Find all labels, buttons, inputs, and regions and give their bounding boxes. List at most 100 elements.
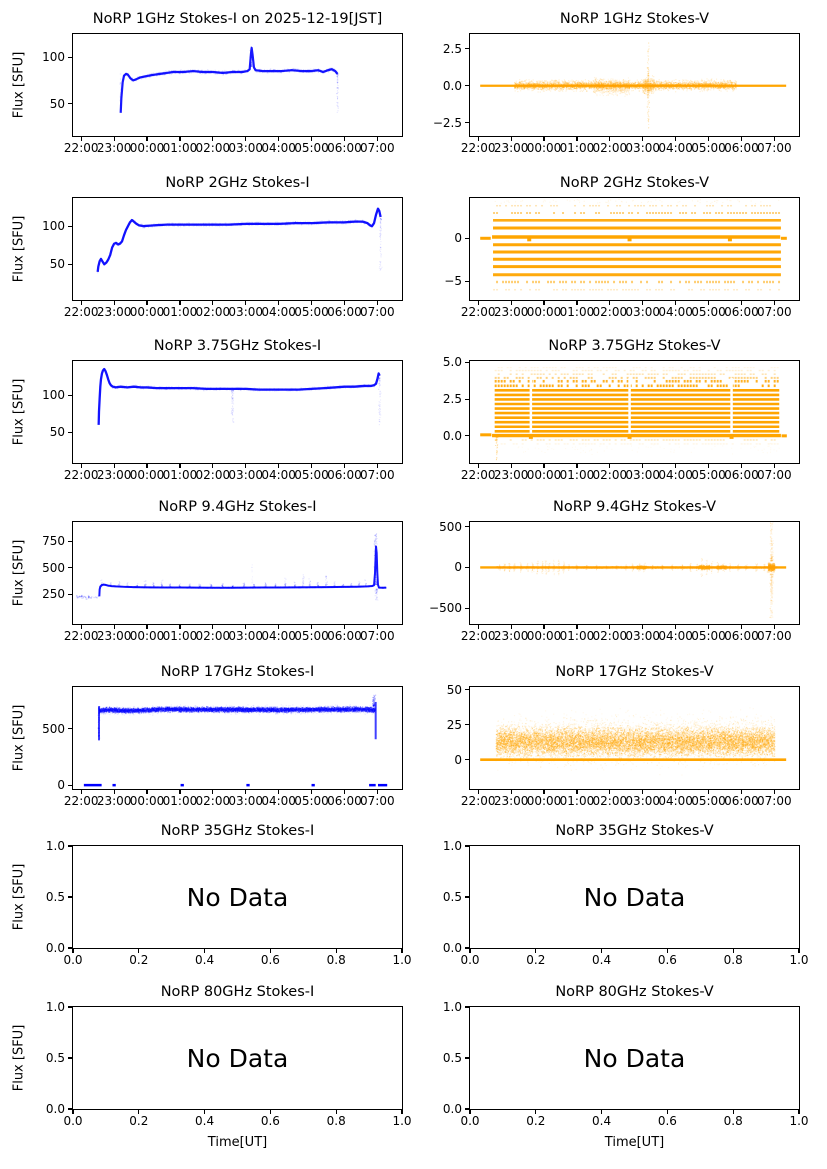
x-tick-label: 1.0 — [392, 953, 412, 967]
x-tick-label: 07:00 — [360, 629, 395, 643]
x-tick-mark — [310, 790, 313, 794]
x-tick-label: 03:00 — [625, 794, 661, 808]
x-tick-label: 00:00 — [129, 141, 165, 155]
y-tick-mark — [68, 540, 72, 542]
x-tick-mark — [179, 464, 181, 468]
x-tick-mark — [278, 464, 280, 468]
plot-area-norp-3-75ghz-stokes-i — [72, 360, 403, 464]
y-tick-label: 1.0 — [442, 1000, 462, 1014]
x-tick-mark — [732, 1110, 734, 1114]
x-tick-mark — [740, 137, 742, 141]
plot-canvas-norp-9-4ghz-stokes-i — [73, 522, 402, 624]
x-tick-label: 0.0 — [460, 1114, 480, 1128]
x-tick-label: 0.8 — [326, 1114, 346, 1128]
y-tick-label: 25 — [446, 717, 462, 732]
x-tick-mark — [245, 137, 247, 141]
x-tick-label: 06:00 — [724, 629, 759, 643]
y-tick-mark — [465, 280, 469, 282]
y-tick-label: 250 — [42, 587, 65, 602]
x-tick-mark — [376, 790, 378, 794]
x-tick-mark — [642, 790, 644, 794]
x-tick-mark — [113, 301, 115, 305]
x-tick-mark — [642, 137, 644, 141]
x-tick-label: 03:00 — [625, 468, 661, 482]
x-tick-label: 07:00 — [360, 468, 395, 482]
x-tick-label: 22:00 — [460, 141, 496, 155]
x-tick-label: 0.4 — [195, 953, 215, 967]
plot-area-norp-1ghz-stokes-i-on-2025-12-19-jst — [72, 33, 403, 137]
x-tick-label: 01:00 — [559, 468, 595, 482]
x-tick-label: 0.6 — [260, 1114, 280, 1128]
x-tick-mark — [666, 949, 668, 953]
plot-title-norp-35ghz-stokes-i: NoRP 35GHz Stokes-I — [160, 823, 315, 839]
x-tick-label: 00:00 — [129, 794, 165, 808]
x-tick-mark — [675, 790, 677, 794]
y-tick-mark — [465, 759, 469, 761]
y-tick-label: 0.0 — [442, 1102, 462, 1116]
x-tick-mark — [146, 301, 148, 305]
plot-area-norp-9-4ghz-stokes-i — [72, 521, 403, 625]
x-tick-label: 0.6 — [260, 953, 280, 967]
x-tick-mark — [310, 625, 313, 629]
plot-title-norp-17ghz-stokes-i: NoRP 17GHz Stokes-I — [160, 664, 315, 680]
y-tick-mark — [68, 896, 72, 898]
x-tick-mark — [212, 137, 214, 141]
y-tick-mark — [68, 593, 72, 595]
x-tick-mark — [343, 790, 345, 794]
x-tick-mark — [510, 137, 512, 141]
x-tick-mark — [179, 137, 181, 141]
x-tick-label: 05:00 — [294, 468, 329, 482]
x-tick-mark — [278, 625, 280, 629]
x-tick-mark — [80, 790, 82, 794]
x-tick-label: 06:00 — [327, 305, 362, 319]
x-tick-mark — [543, 137, 545, 141]
y-tick-label: 0.0 — [45, 941, 65, 955]
x-tick-mark — [477, 625, 479, 629]
y-tick-mark — [68, 431, 72, 433]
x-tick-label: 05:00 — [294, 141, 329, 155]
x-tick-label: 23:00 — [96, 629, 132, 643]
no-data-label-norp-80ghz-stokes-v: No Data — [583, 1043, 686, 1073]
x-tick-mark — [245, 790, 247, 794]
x-tick-mark — [376, 301, 378, 305]
y-tick-mark — [465, 398, 469, 400]
y-tick-label: 0 — [454, 231, 462, 246]
x-tick-mark — [707, 625, 710, 629]
x-tick-mark — [204, 1110, 206, 1114]
plot-title-norp-1ghz-stokes-i-on-2025-12-19-jst: NoRP 1GHz Stokes-I on 2025-12-19[JST] — [92, 11, 383, 27]
y-tick-mark — [465, 1057, 469, 1059]
x-tick-mark — [179, 790, 181, 794]
x-tick-label: 0.8 — [723, 1114, 743, 1128]
x-tick-mark — [707, 301, 710, 305]
x-tick-label: 0.4 — [592, 1114, 612, 1128]
x-axis-label: Time[UT] — [604, 1135, 665, 1150]
x-tick-label: 02:00 — [592, 468, 628, 482]
x-tick-mark — [80, 137, 82, 141]
plot-canvas-norp-3-75ghz-stokes-i — [73, 361, 402, 463]
x-tick-label: 03:00 — [228, 141, 264, 155]
x-tick-label: 03:00 — [228, 629, 264, 643]
x-tick-mark — [707, 790, 710, 794]
x-tick-label: 0.0 — [63, 953, 83, 967]
x-tick-mark — [269, 1110, 271, 1114]
x-tick-label: 04:00 — [261, 629, 296, 643]
x-tick-mark — [576, 464, 578, 468]
x-tick-mark — [138, 1110, 140, 1114]
y-tick-mark — [465, 845, 469, 847]
x-tick-mark — [576, 790, 578, 794]
x-tick-label: 02:00 — [592, 629, 628, 643]
x-tick-label: 23:00 — [493, 305, 529, 319]
y-tick-mark — [68, 1006, 72, 1008]
x-tick-label: 22:00 — [460, 468, 496, 482]
y-tick-mark — [68, 728, 72, 730]
x-tick-label: 23:00 — [96, 141, 132, 155]
plot-canvas-norp-2ghz-stokes-i — [73, 198, 402, 300]
x-tick-label: 06:00 — [724, 305, 759, 319]
y-tick-label: 500 — [439, 519, 462, 534]
plot-area-norp-3-75ghz-stokes-v — [469, 360, 800, 464]
x-tick-mark — [212, 301, 214, 305]
plot-canvas-norp-1ghz-stokes-v — [470, 34, 799, 136]
plot-area-norp-80ghz-stokes-i — [72, 1006, 403, 1110]
x-tick-label: 05:00 — [294, 305, 329, 319]
x-tick-mark — [773, 625, 775, 629]
